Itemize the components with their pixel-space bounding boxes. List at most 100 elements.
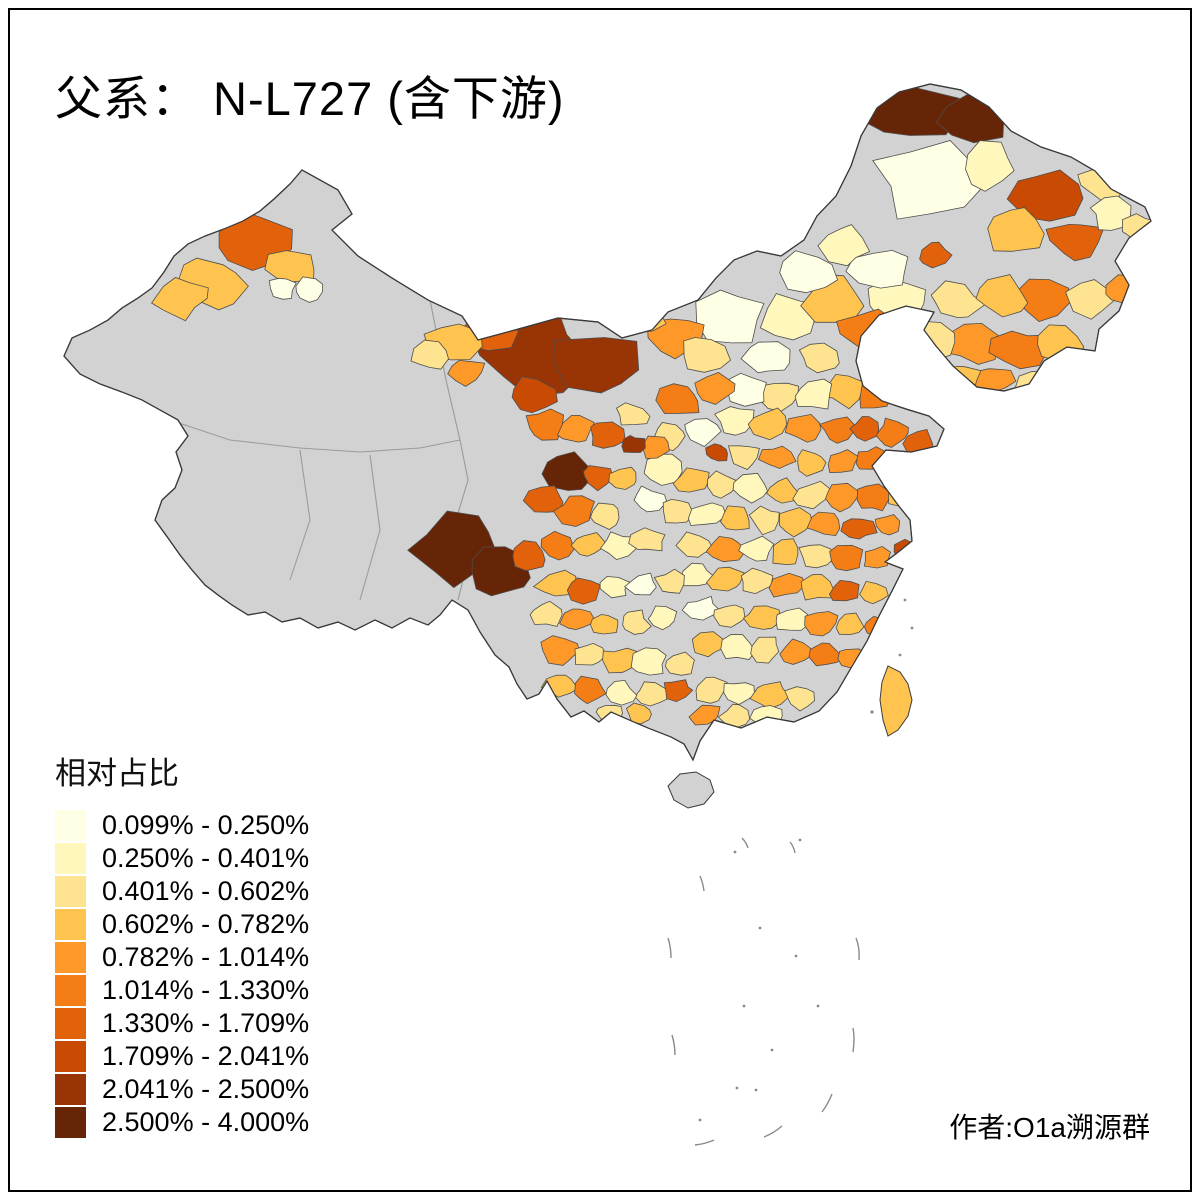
taiwan-island	[879, 665, 913, 737]
south-china-sea-dash-line	[667, 837, 860, 1146]
map-region	[540, 530, 575, 561]
map-region	[817, 224, 871, 267]
map-region	[683, 337, 731, 373]
legend-label: 0.401% - 0.602%	[102, 876, 310, 906]
map-region	[775, 607, 812, 631]
map-region	[919, 241, 953, 269]
south-china-sea-islands	[698, 838, 820, 1122]
legend-label: 0.250% - 0.401%	[102, 843, 310, 873]
map-region	[872, 140, 985, 220]
map-region	[750, 636, 780, 664]
map-region	[655, 383, 700, 414]
map-region	[772, 538, 799, 566]
map-region	[797, 449, 827, 477]
map-region	[863, 545, 891, 569]
legend: 相对占比 0.099% - 0.250% 0.250% - 0.401% 0.401…	[55, 748, 309, 1139]
map-region	[647, 605, 678, 631]
map-region	[1006, 169, 1084, 222]
map-region	[856, 483, 891, 512]
map-region	[599, 576, 631, 599]
map-region	[808, 642, 844, 667]
map-region	[574, 675, 607, 705]
legend-label: 1.330% - 1.709%	[102, 1008, 310, 1038]
map-region	[570, 532, 607, 557]
map-region	[663, 679, 694, 703]
map-region	[643, 453, 683, 486]
map-region	[687, 502, 727, 526]
map-region	[664, 651, 695, 676]
legend-label: 0.099% - 0.250%	[102, 810, 310, 840]
map-region	[705, 443, 728, 462]
map-region	[835, 612, 865, 636]
map-region	[819, 416, 856, 444]
legend-label: 2.041% - 2.500%	[102, 1074, 310, 1104]
map-region	[827, 449, 859, 474]
legend-label: 0.782% - 1.014%	[102, 942, 310, 972]
map-region	[540, 635, 580, 666]
legend-label: 1.709% - 2.041%	[102, 1041, 310, 1071]
legend-swatch	[55, 1074, 86, 1105]
map-region	[559, 608, 597, 631]
map-region	[792, 480, 832, 510]
legend-swatch	[55, 876, 86, 907]
map-region	[720, 634, 756, 660]
map-region	[800, 574, 835, 601]
map-region	[694, 372, 736, 405]
map-region	[672, 467, 710, 493]
map-region	[628, 527, 666, 552]
map-region	[713, 604, 746, 628]
map-region	[574, 642, 607, 666]
legend-label: 0.602% - 0.782%	[102, 909, 310, 939]
map-region	[589, 502, 620, 530]
map-region	[705, 566, 745, 592]
map-region	[723, 682, 756, 705]
map-region	[681, 595, 722, 621]
map-region	[804, 611, 839, 637]
attribution: 作者:O1a溯源群	[949, 1112, 1150, 1143]
legend-label: 1.014% - 1.330%	[102, 975, 310, 1005]
map-region	[695, 676, 728, 704]
map-region	[552, 495, 596, 527]
map-region	[512, 540, 546, 572]
map-region	[511, 376, 558, 414]
map-region	[887, 451, 912, 476]
map-region	[295, 276, 324, 303]
map-region	[930, 280, 988, 319]
map-region	[447, 359, 486, 387]
map-region	[630, 647, 667, 676]
legend-swatch	[55, 810, 86, 841]
map-region	[784, 686, 815, 712]
map-region	[794, 378, 833, 410]
map-region	[825, 482, 861, 513]
legend-item: 0.401% - 0.602%	[55, 875, 309, 908]
map-region	[768, 572, 806, 598]
map-region	[784, 413, 822, 443]
map-region	[623, 572, 657, 596]
map-region	[779, 250, 839, 294]
map-region	[268, 277, 297, 300]
map-region	[589, 614, 619, 635]
map-region	[1045, 223, 1105, 262]
map-region	[798, 544, 835, 569]
hainan-island	[667, 771, 715, 809]
map-region	[806, 511, 841, 537]
map-region	[622, 609, 652, 635]
map-region	[748, 505, 780, 536]
legend-item: 0.782% - 1.014%	[55, 941, 309, 974]
legend-item: 0.602% - 0.782%	[55, 908, 309, 941]
map-region	[859, 580, 889, 605]
map-region	[634, 681, 670, 707]
map-region	[532, 569, 577, 597]
map-region	[749, 681, 791, 710]
map-region	[566, 577, 601, 605]
legend-swatch	[55, 1041, 86, 1072]
prefecture-patches	[151, 84, 1151, 730]
legend-title: 相对占比	[55, 756, 179, 791]
map-region	[529, 600, 563, 627]
legend-item: 0.250% - 0.401%	[55, 842, 309, 875]
legend-item: 0.099% - 0.250%	[55, 809, 309, 842]
legend-item: 2.500% - 4.000%	[55, 1106, 309, 1139]
map-region	[738, 535, 775, 562]
legend-swatch	[55, 1008, 86, 1039]
map-region	[740, 341, 791, 374]
